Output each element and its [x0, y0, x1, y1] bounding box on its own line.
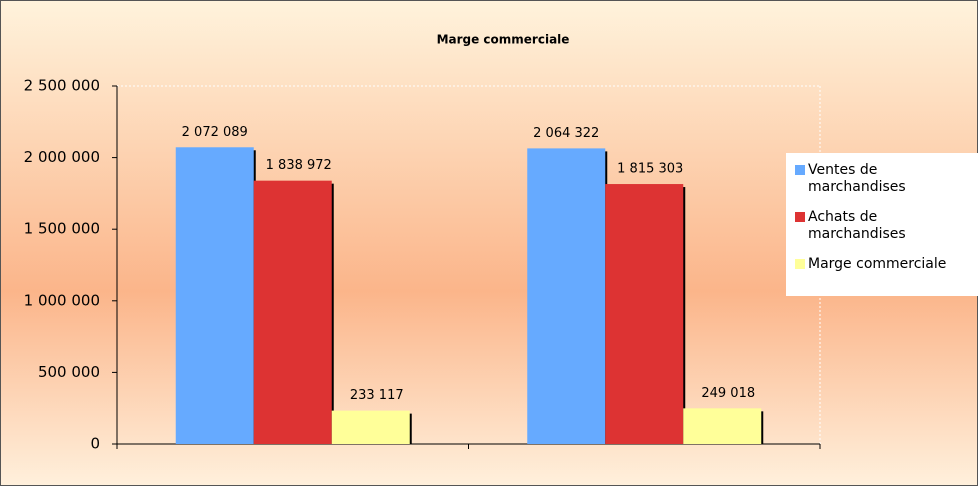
y-tick-label: 1 000 000: [24, 291, 100, 309]
bar: [175, 147, 254, 444]
bar-shadow: [682, 187, 686, 444]
value-label: 1 838 972: [266, 158, 332, 173]
y-tick-label: 2 500 000: [24, 77, 100, 95]
legend: [786, 153, 978, 296]
legend-label: Ventes de marchandises: [808, 162, 906, 195]
bar: [331, 410, 410, 444]
y-tick-label: 1 500 000: [24, 220, 100, 238]
value-label: 249 018: [701, 386, 755, 401]
legend-swatch: [795, 212, 805, 222]
legend-swatch: [795, 259, 805, 269]
legend-label: Achats de marchandises: [808, 209, 906, 242]
bar: [527, 148, 606, 444]
legend-label: Marge commerciale: [808, 256, 946, 272]
chart-title: Marge commerciale: [437, 33, 570, 47]
bar-shadow: [408, 413, 412, 444]
value-label: 2 072 089: [182, 125, 248, 140]
y-tick-label: 0: [90, 435, 100, 453]
bar: [605, 184, 684, 444]
y-tick-label: 500 000: [38, 363, 100, 381]
bar: [683, 408, 762, 444]
bar: [253, 180, 332, 444]
legend-swatch: [795, 165, 805, 175]
value-label: 2 064 322: [533, 126, 599, 141]
value-label: 1 815 303: [617, 162, 683, 177]
value-label: 233 117: [350, 388, 404, 403]
y-tick-label: 2 000 000: [24, 148, 100, 166]
bar-shadow: [760, 411, 764, 444]
bar-shadow: [330, 183, 334, 444]
